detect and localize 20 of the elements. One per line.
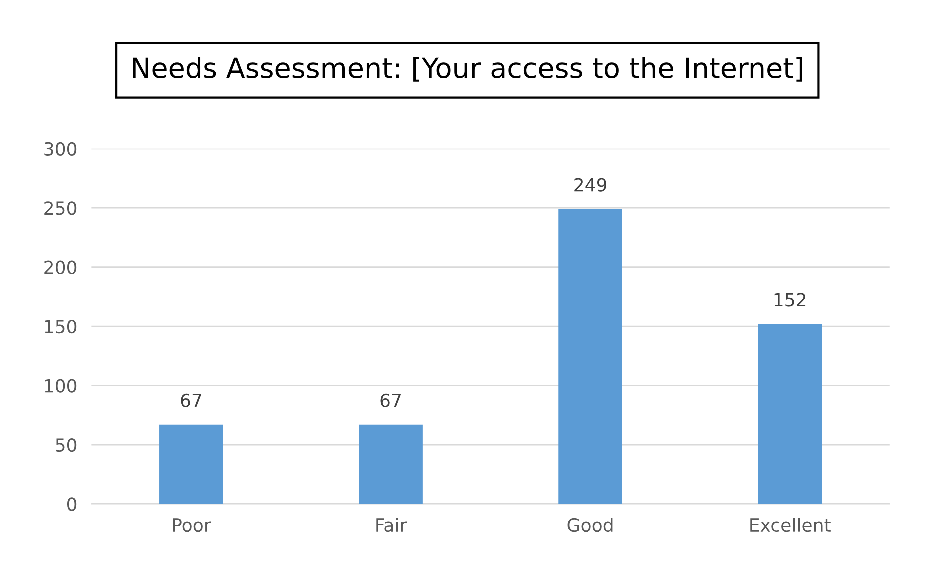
data-label: 67 xyxy=(380,394,401,408)
x-tick-label: Good xyxy=(568,518,613,532)
y-tick-label: 150 xyxy=(45,320,77,334)
y-tick-label: 50 xyxy=(56,438,77,452)
chart-title: Needs Assessment: [Your access to the Internet] xyxy=(133,57,802,82)
bar xyxy=(359,424,423,504)
data-label: 152 xyxy=(774,293,806,307)
x-tick-label: Poor xyxy=(173,518,212,532)
x-tick-label: Fair xyxy=(376,518,408,532)
y-tick-label: 0 xyxy=(67,498,77,512)
data-label: 67 xyxy=(181,394,202,408)
bar xyxy=(160,424,224,504)
y-tick-label: 200 xyxy=(44,260,77,274)
y-tick-label: 250 xyxy=(44,202,77,216)
y-tick-label: 100 xyxy=(45,379,77,393)
bar xyxy=(758,324,822,504)
bar xyxy=(558,209,622,504)
x-tick-label: Excellent xyxy=(750,518,831,532)
y-tick-label: 300 xyxy=(44,142,77,156)
data-label: 249 xyxy=(574,178,607,192)
